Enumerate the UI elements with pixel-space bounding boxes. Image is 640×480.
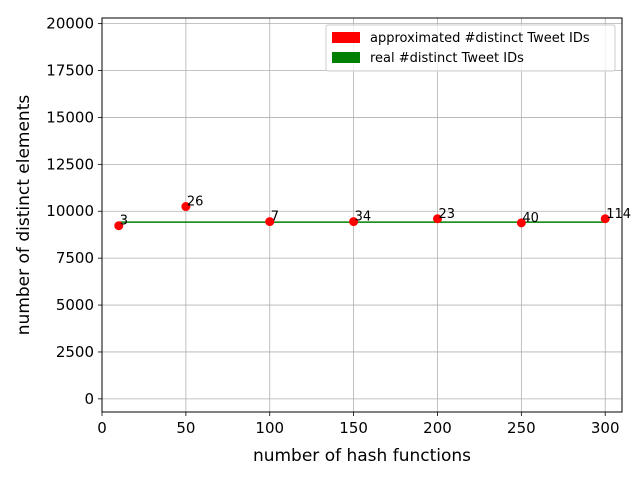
point-annotation: 26 <box>187 195 204 210</box>
scatter-point-50 <box>181 202 191 212</box>
scatter-point-100 <box>265 217 275 227</box>
x-tick-label: 200 <box>423 419 452 437</box>
y-tick-label: 2500 <box>56 343 94 361</box>
point-annotation: 34 <box>355 210 372 225</box>
scatter-point-200 <box>432 214 442 224</box>
plot-series: 3 26 7 34 23 40 114 <box>114 195 631 231</box>
plot-frame <box>101 17 623 413</box>
x-axis-label: number of hash functions <box>253 446 471 466</box>
y-tick-label: 10000 <box>46 202 94 220</box>
y-tick-label: 20000 <box>46 15 94 33</box>
x-tick-label: 50 <box>176 419 195 437</box>
scatter-point-300 <box>600 214 610 224</box>
scatter-point-10 <box>114 221 124 231</box>
y-tick-label: 15000 <box>46 108 94 126</box>
legend-swatch-real <box>332 52 360 63</box>
legend: approximated #distinct Tweet IDs real #d… <box>325 24 616 72</box>
x-tick-label: 100 <box>255 419 284 437</box>
y-tick-label: 0 <box>84 390 94 408</box>
x-tick-label: 0 <box>97 419 107 437</box>
x-tick-label: 250 <box>507 419 536 437</box>
legend-entry-approximated: approximated #distinct Tweet IDs <box>370 31 590 46</box>
legend-box <box>325 24 616 72</box>
x-tick-label: 300 <box>591 419 620 437</box>
point-annotation: 23 <box>438 207 455 222</box>
scatter-point-250 <box>516 218 526 228</box>
y-tick-label: 7500 <box>56 249 94 267</box>
legend-swatch-approximated <box>332 32 360 43</box>
point-annotation: 7 <box>271 210 279 225</box>
point-annotation: 114 <box>606 207 631 222</box>
axis-ticks: 0 50 100 150 200 250 300 0 2500 5000 7500 10000 1250… <box>46 15 619 437</box>
point-annotation: 3 <box>120 214 128 229</box>
y-tick-label: 5000 <box>56 296 94 314</box>
y-tick-label: 12500 <box>46 155 94 173</box>
point-annotation: 40 <box>522 211 539 226</box>
scatter-point-150 <box>349 217 359 227</box>
y-tick-label: 17500 <box>46 62 94 80</box>
y-axis-label: number of distinct elements <box>14 95 34 336</box>
x-tick-label: 150 <box>339 419 368 437</box>
legend-entry-real: real #distinct Tweet IDs <box>370 51 524 66</box>
